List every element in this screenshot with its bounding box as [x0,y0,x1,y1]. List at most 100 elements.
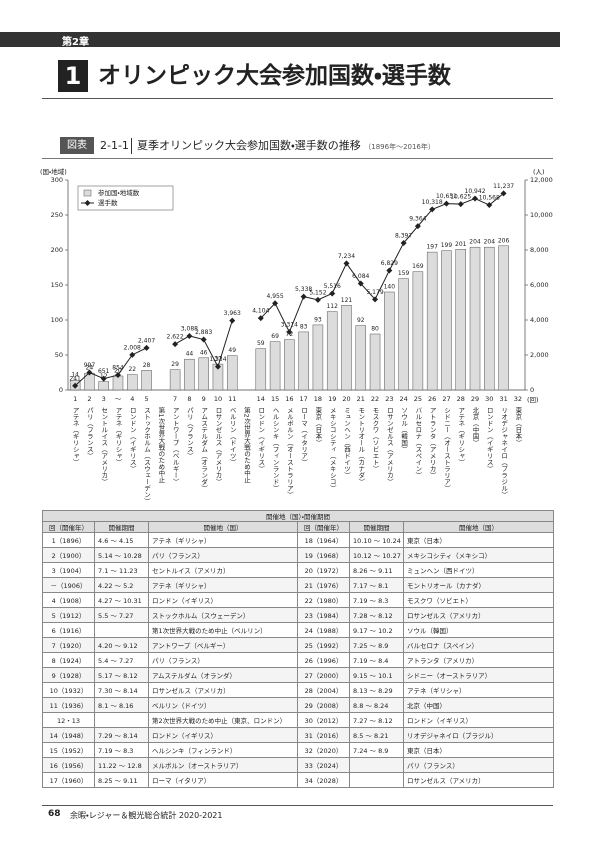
table-cell: ベルリン（ドイツ） [148,697,298,713]
bar-value-label: 169 [412,263,424,270]
y-tick-label: 300 [51,176,63,184]
column-header: 開催期間 [94,521,149,533]
table-cell: 11（1936） [42,697,95,713]
athlete-value-label: 997 [84,362,96,369]
x-tick-label: 26 [428,395,436,403]
bar [384,291,395,391]
separator [131,138,132,154]
athlete-marker [186,332,193,339]
table-cell: 23（1984） [297,607,350,623]
athlete-value-label: 3,963 [224,310,241,317]
table-row: 5（1912） 5.5 ～ 7.27 ストックホルム（スウェーデン） 23（1984）… [42,607,554,623]
table-cell: 21（1976） [297,577,350,593]
x-tick-label: 28 [457,395,465,403]
table-cell: ヘルシンキ（フィンランド） [148,742,298,758]
table-row: 3（1904） 7.1 ～ 11.23 セントルイス（アメリカ） 20（1972） 8.… [42,562,554,578]
table-cell: アテネ（ギリシャ） [148,532,298,548]
table-cell: 12・13 [42,712,95,728]
table-cell: 北京（中国） [403,697,554,713]
x-tick-label: 4 [130,395,134,403]
bar [369,333,381,391]
x-tick-label: 31 [499,395,507,403]
section-title: オリンピック大会参加国数・選手数 [98,63,451,89]
table-cell: 33（2024） [297,757,350,773]
column-header-row: 回（開催年） 開催期間 開催地（国） 回（開催年） 開催期間 開催地（国） [42,521,554,533]
bar-value-label: 29 [171,361,179,368]
table-cell: 第1次世界大戦のため中止（ベルリン） [148,622,298,638]
athlete-marker [486,202,493,209]
table-cell: 24（1988） [297,622,350,638]
table-cell: 27（2000） [297,667,350,683]
y-tick-label: 0 [59,386,63,394]
host-label: バルセロナ（スペイン） [414,407,422,479]
athlete-value-label: 4,104 [252,308,269,315]
bar [169,369,181,391]
athlete-marker [272,300,279,307]
figure-number: 2-1-1 [100,139,129,152]
table-cell: 東京（日本） [403,742,554,758]
x-tick-label: 5 [144,395,148,403]
table-cell: パリ（フランス） [148,652,298,668]
table-row: 14（1948） 7.29 ～ 8.14 ロンドン（イギリス） 31（2016） 8.5… [42,727,554,743]
host-label: パリ（フランス） [85,407,93,459]
table-cell: セントルイス（アメリカ） [148,562,298,578]
legend-label: 選手数 [98,198,118,207]
y2-tick-label: 8,000 [530,246,549,254]
athlete-value-label: 2,008 [124,344,141,351]
x-tick-label: 27 [442,395,450,403]
table-cell: アテネ（ギリシャ） [403,682,554,698]
bar-value-label: 80 [371,326,379,333]
host-table: 開催地（国）・開催期間 回（開催年） 開催期間 開催地（国） 回（開催年） 開催期間 開催地… [42,510,554,788]
x-tick-label: 19 [328,395,336,403]
table-row: 11（1936） 8.1 ～ 8.16 ベルリン（ドイツ） 29（2008） 8.8 ～… [42,697,554,713]
table-cell: 7.19 ～ 8.3 [349,592,404,608]
bar [255,348,267,391]
athlete-value-label: 241 [69,375,81,382]
athlete-marker [329,290,336,297]
bar [398,278,409,391]
y2-tick-label: 12,000 [530,176,553,184]
table-cell [94,712,149,728]
column-header: 開催期間 [349,521,404,533]
table-cell: 9.17 ～ 10.2 [349,622,404,638]
host-label: 東京（日本） [514,406,522,446]
table-cell: 22（1980） [297,592,350,608]
host-label: ロサンゼルス（アメリカ） [214,407,222,485]
bar [355,325,367,391]
table-row: －（1906） 4.22 ～ 5.2 アテネ（ギリシャ） 21（1976） 7.17 ～… [42,577,554,593]
table-cell: 5（1912） [42,607,95,623]
host-label: パリ（フランス） [185,407,193,459]
bar [298,331,309,391]
y2-axis-label: (人) [533,168,545,176]
publication: 余暇・レジャー＆観光総合統計 2020-2021 [70,811,223,820]
athlete-marker [500,190,507,197]
table-cell: 3（1904） [42,562,95,578]
x-tick-label: 10 [214,395,222,403]
bar [484,246,495,391]
table-cell: 8.26 ～ 9.11 [349,562,404,578]
table-cell: 7.27 ～ 8.12 [349,712,404,728]
athlete-value-label: 3,088 [181,325,198,332]
table-cell: 10.12 ～ 10.27 [349,547,404,563]
table-cell: ミュンヘン（西ドイツ） [403,562,554,578]
table-cell: 7.25 ～ 8.9 [349,637,404,653]
athlete-marker [343,260,350,267]
host-label: 北京（中国） [471,407,479,446]
athlete-value-label: 3,314 [281,322,298,329]
x-tick-label: 3 [102,395,106,403]
bar [326,311,338,391]
host-label: アテネ（ギリシャ） [114,407,122,466]
bar-value-label: 24 [86,365,94,372]
table-row: 2（1900） 5.14 ～ 10.28 パリ（フランス） 19（1968） 10.12… [42,547,554,563]
table-cell: バルセロナ（スペイン） [403,637,554,653]
table-cell: 10（1932） [42,682,95,698]
athlete-value-label: 2,622 [167,334,184,341]
table-cell: 15（1952） [42,742,95,758]
table-cell: ソウル（韓国） [403,622,554,638]
athlete-marker [214,363,221,370]
x-tick-label: 2 [87,395,91,403]
table-cell: 10.10 ～ 10.24 [349,532,404,548]
bar-value-label: 14 [71,372,79,379]
rule [42,98,553,99]
figure-title-wrap: 夏季オリンピック大会参加国数・選手数の推移 （1896年～2016年） [137,138,435,155]
